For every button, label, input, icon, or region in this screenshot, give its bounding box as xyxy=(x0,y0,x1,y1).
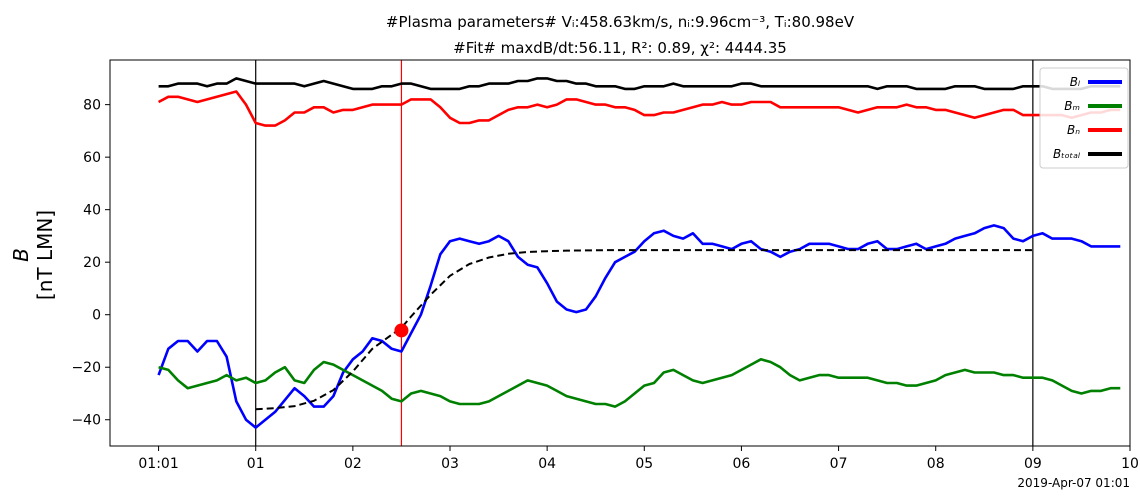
legend-label-2: Bₙ xyxy=(1067,123,1080,137)
x-tick-label-0: 01:01 xyxy=(138,456,178,472)
marker-layer xyxy=(394,323,409,338)
y-tick-label-5: 60 xyxy=(83,150,101,166)
date-footer: 2019-Apr-07 01:01 xyxy=(1017,476,1130,490)
vertical-markers xyxy=(255,60,1034,446)
x-tick-label-2: 02 xyxy=(344,456,362,472)
x-tick-label-1: 01 xyxy=(247,456,265,472)
y-tick-label-4: 40 xyxy=(83,203,101,219)
x-tick-label-8: 08 xyxy=(927,456,945,472)
x-tick-label-5: 05 xyxy=(635,456,653,472)
fit-point-marker xyxy=(394,323,409,338)
series-line-b-2 xyxy=(157,90,1121,127)
legend-label-3: Bₜₒₜₐₗ xyxy=(1053,147,1080,161)
y-tick-label-2: 0 xyxy=(92,308,101,324)
y-tick-label-1: −20 xyxy=(71,360,101,376)
series-line-b-1 xyxy=(158,357,1121,408)
x-tick-label-10: 10 xyxy=(1121,456,1139,472)
x-tick-label-6: 06 xyxy=(733,456,751,472)
legend-label-0: Bₗ xyxy=(1070,75,1080,89)
x-tick-label-4: 04 xyxy=(538,456,556,472)
legend: Bₗ Bₘ Bₙ Bₜₒₜₐₗ xyxy=(1039,67,1129,169)
series-line-fit-4 xyxy=(255,249,1033,411)
legend-box xyxy=(1039,67,1129,169)
chart-title-line1: #Plasma parameters# Vᵢ:458.63km/s, nᵢ:9.… xyxy=(386,13,855,31)
y-axis-label: B [nT LMN] xyxy=(9,210,57,300)
y-tick-label-6: 80 xyxy=(83,98,101,114)
chart-title-line2: #Fit# maxdB/dt:56.11, R²: 0.89, χ²: 4444… xyxy=(453,39,787,57)
x-tick-label-9: 09 xyxy=(1024,456,1042,472)
y-axis-label-line1: B xyxy=(9,248,33,262)
plot-frame xyxy=(109,59,1131,447)
x-tick-label-3: 03 xyxy=(441,456,459,472)
x-tick-label-7: 07 xyxy=(830,456,848,472)
series-layer xyxy=(157,77,1121,429)
y-tick-label-3: 20 xyxy=(83,255,101,271)
y-axis-label-line2: [nT LMN] xyxy=(33,210,57,300)
legend-label-1: Bₘ xyxy=(1064,99,1080,113)
y-tick-label-0: −40 xyxy=(71,413,101,429)
series-line-b-0 xyxy=(157,224,1121,429)
axes: 01:01 01 02 03 04 05 06 07 08 09 10 −40 −20 0 20 40 60 80 xyxy=(71,59,1139,472)
series-line-btotal-3 xyxy=(158,77,1121,91)
